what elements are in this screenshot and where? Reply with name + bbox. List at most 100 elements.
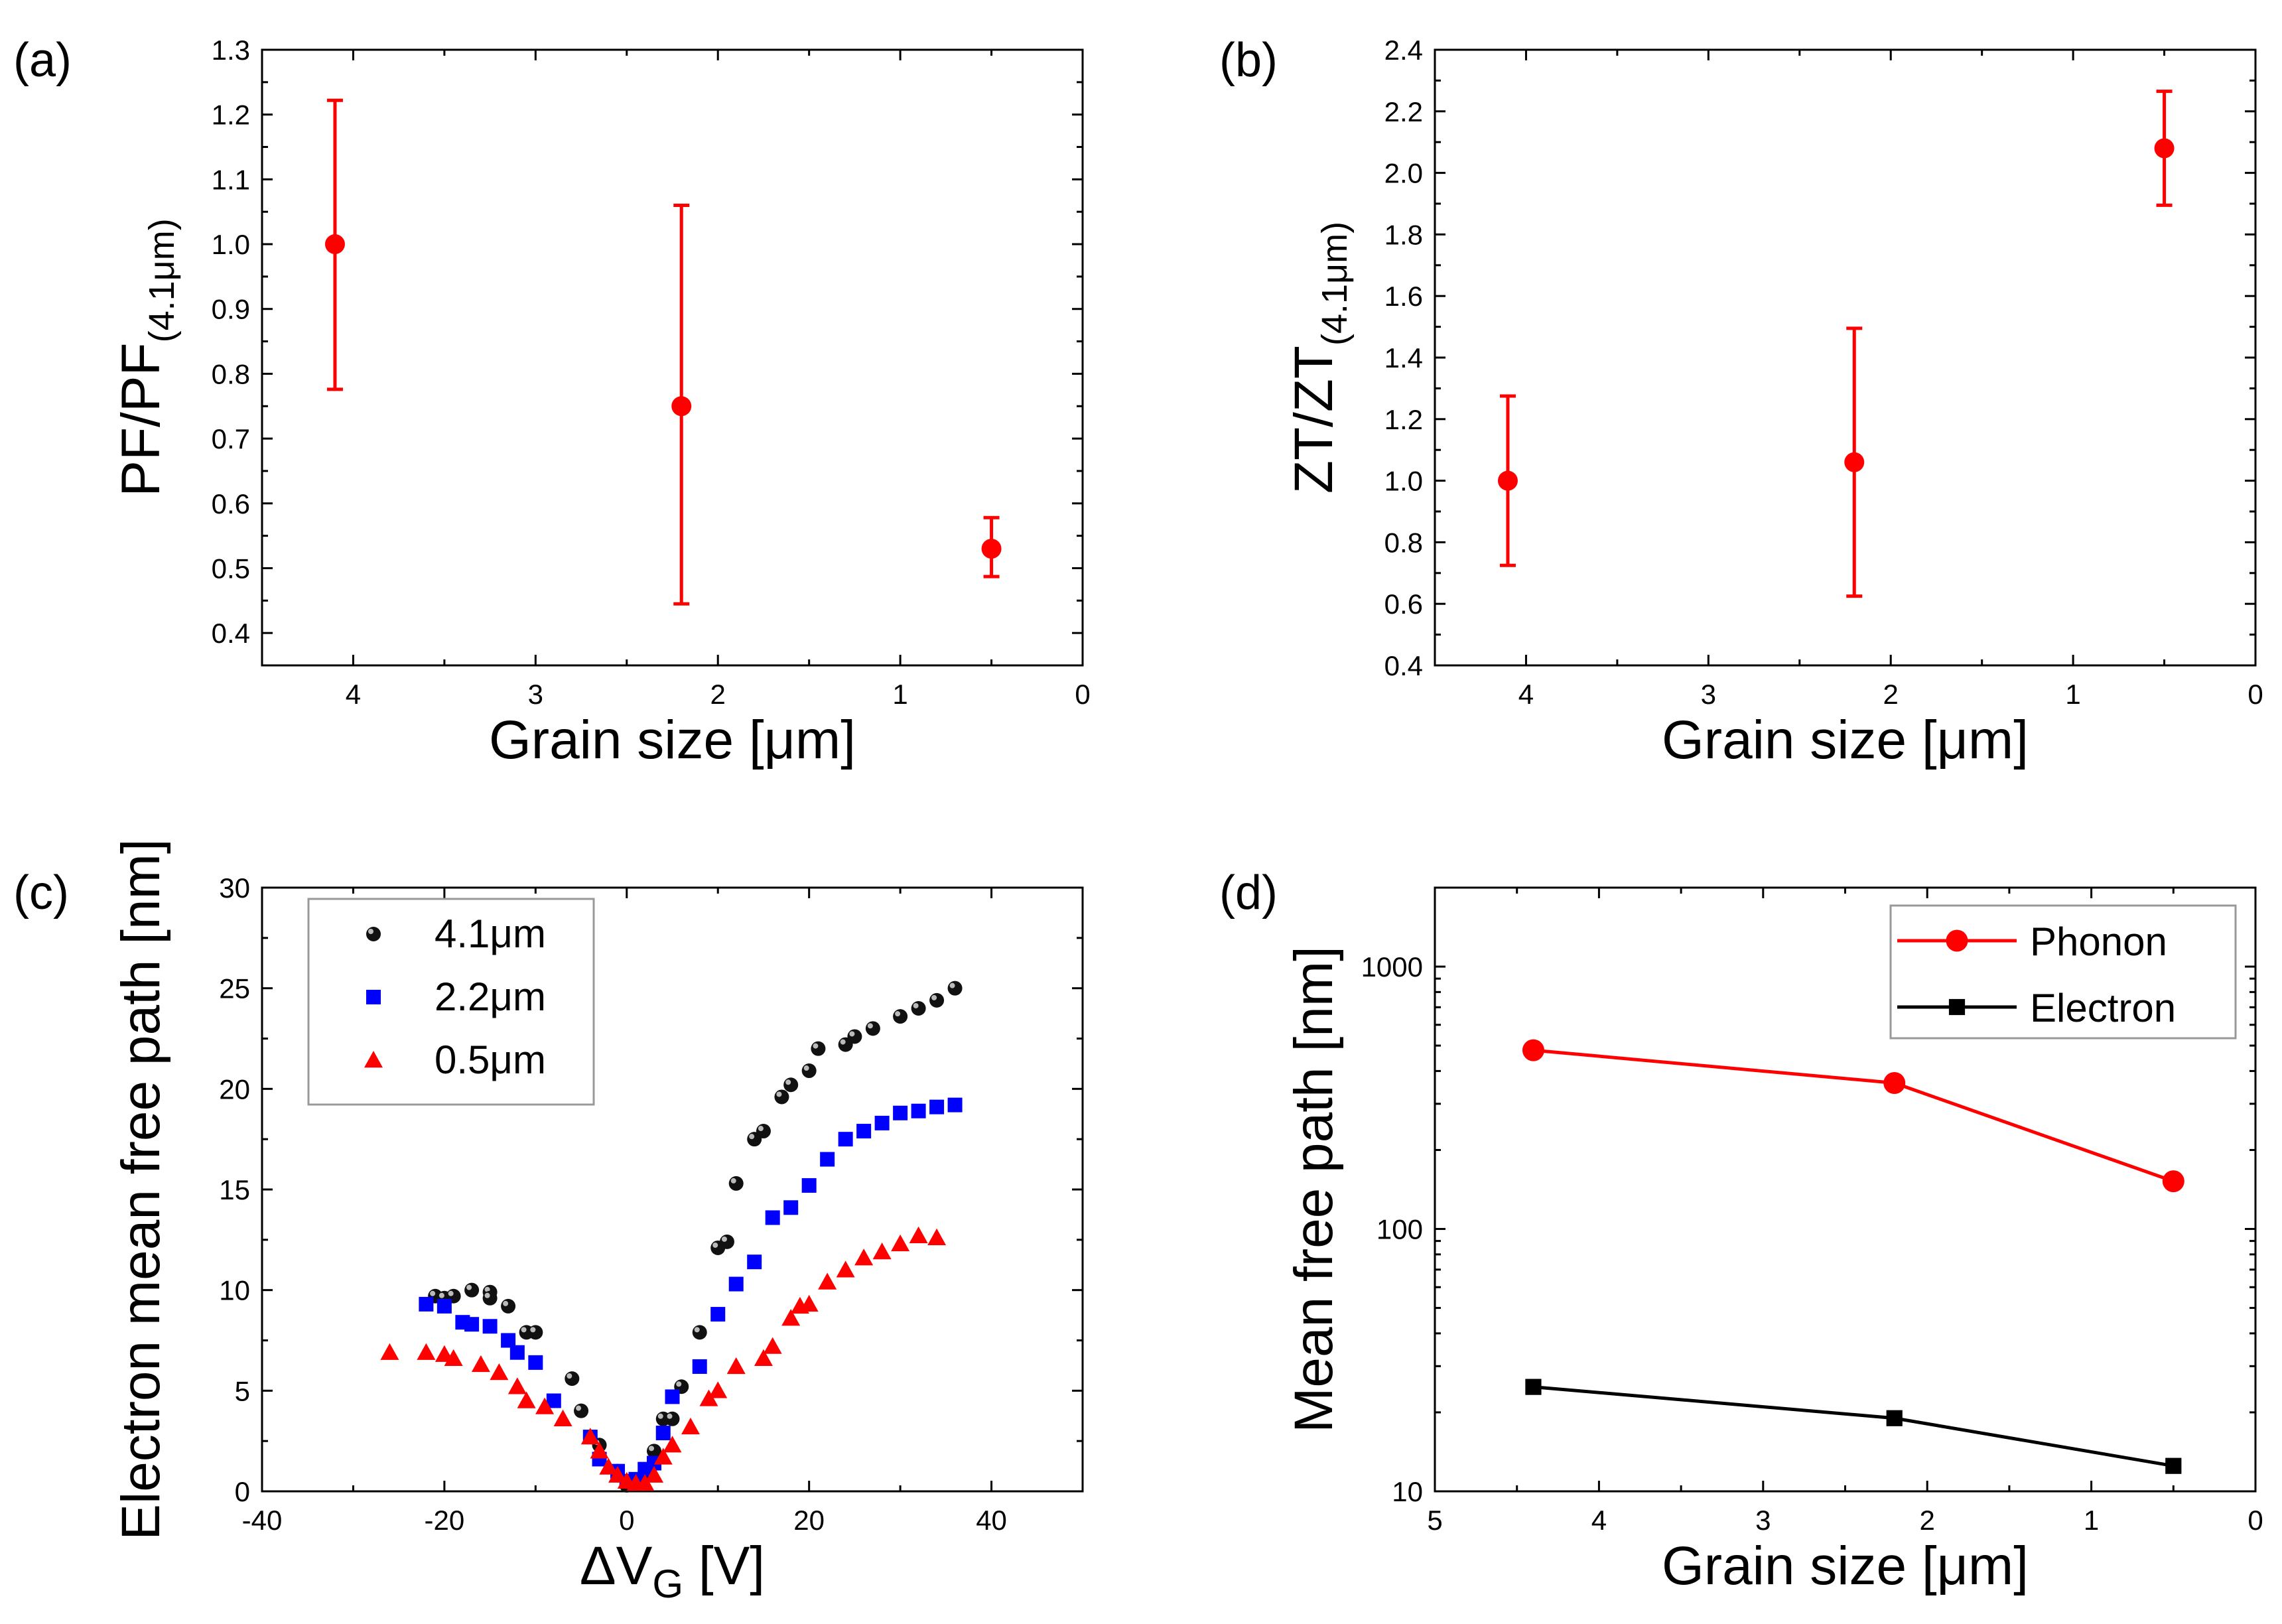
data-point	[872, 1243, 892, 1260]
y-tick-label: 1.2	[1384, 404, 1423, 435]
data-point	[1844, 452, 1865, 472]
y-tick-label: 25	[219, 973, 250, 1004]
data-point	[2154, 138, 2175, 159]
data-point-highlight	[503, 1300, 509, 1306]
data-point	[482, 1290, 498, 1306]
legend-marker	[366, 990, 381, 1004]
data-point	[836, 1260, 855, 1278]
data-point	[655, 1426, 671, 1441]
data-point	[671, 396, 692, 417]
x-tick-label: 40	[976, 1505, 1007, 1536]
data-point	[801, 1063, 817, 1079]
data-point	[665, 1389, 680, 1404]
data-point	[710, 1307, 726, 1322]
data-point	[507, 1377, 527, 1394]
y-axis-label: Electron mean free path [nm]	[111, 839, 171, 1540]
data-point	[929, 1099, 945, 1115]
data-point	[692, 1359, 707, 1374]
y-tick-label: 2.2	[1384, 96, 1423, 127]
data-point	[754, 1349, 773, 1366]
y-tick-label: 0.9	[212, 294, 250, 325]
x-tick-label: -20	[425, 1505, 465, 1536]
x-tick-label: 3	[1755, 1505, 1771, 1536]
data-point	[501, 1298, 516, 1314]
data-point	[663, 1436, 682, 1453]
data-point	[517, 1391, 536, 1408]
legend-marker	[1946, 929, 1968, 952]
data-point	[509, 1345, 525, 1360]
data-point	[708, 1381, 728, 1398]
data-point-highlight	[803, 1065, 809, 1071]
legend-marker	[364, 1051, 383, 1068]
y-tick-label: 20	[219, 1073, 250, 1105]
y-tick-label: 0.7	[212, 423, 250, 454]
y-tick-label: 0.8	[212, 358, 250, 389]
series-a-0	[324, 98, 1002, 606]
data-point-highlight	[840, 1039, 846, 1045]
series-b-0	[1497, 90, 2175, 598]
data-point	[553, 1409, 572, 1426]
data-point-highlight	[567, 1373, 572, 1379]
data-point-highlight	[712, 1242, 718, 1248]
y-tick-label: 0.6	[212, 488, 250, 519]
data-point-highlight	[521, 1327, 527, 1333]
data-point-highlight	[448, 1290, 454, 1296]
data-point	[2162, 1170, 2184, 1193]
y-tick-label: 30	[219, 872, 250, 904]
data-point-highlight	[576, 1405, 582, 1411]
data-point-highlight	[484, 1292, 490, 1298]
legend-marker	[366, 927, 381, 941]
y-axis-label-main: PF/PF	[111, 342, 171, 496]
x-tick-label: 0	[619, 1505, 634, 1536]
data-point	[865, 1021, 880, 1036]
x-tick-label: 2	[1920, 1505, 1935, 1536]
data-point	[847, 1029, 862, 1044]
data-point-highlight	[813, 1043, 819, 1049]
y-tick-label: 0.8	[1384, 527, 1423, 558]
x-tick-label: 4	[1518, 679, 1534, 710]
x-tick-label: 4	[346, 679, 361, 710]
data-point	[911, 1103, 926, 1118]
data-point	[774, 1089, 789, 1105]
data-point	[874, 1115, 890, 1130]
x-tick-label: 0	[1075, 679, 1090, 710]
x-tick-label: 1	[2065, 679, 2080, 710]
data-point	[947, 981, 963, 996]
data-point-highlight	[430, 1290, 436, 1296]
panel-label-b: (b)	[1219, 34, 1278, 87]
data-point	[653, 1448, 673, 1465]
data-point	[417, 1343, 436, 1360]
data-point	[783, 1077, 799, 1093]
data-point-highlight	[657, 1413, 663, 1419]
y-axis-label-main: Electron mean free path [nm]	[111, 839, 171, 1540]
data-point	[574, 1403, 589, 1418]
data-point	[728, 1176, 744, 1191]
data-point-highlight	[758, 1126, 764, 1132]
panel-label-d: (d)	[1219, 866, 1278, 919]
data-point-highlight	[949, 982, 955, 988]
data-point	[765, 1210, 780, 1225]
legend-box	[307, 898, 595, 1106]
data-point-highlight	[676, 1381, 682, 1387]
data-point-highlight	[484, 1286, 490, 1292]
y-tick-label: 0.4	[212, 618, 250, 649]
data-point	[818, 1272, 837, 1290]
y-tick-label: 0.5	[212, 553, 250, 584]
data-point	[781, 1309, 801, 1326]
data-point	[728, 1276, 744, 1292]
data-point	[546, 1393, 561, 1408]
data-point	[681, 1417, 700, 1435]
data-point	[893, 1105, 908, 1120]
data-point-highlight	[730, 1178, 736, 1184]
x-tick-label: 4	[1591, 1505, 1607, 1536]
y-tick-label: 2.0	[1384, 158, 1423, 189]
x-tick-label: 3	[1701, 679, 1716, 710]
x-tick-label: 2	[710, 679, 726, 710]
y-tick-label: 10	[219, 1275, 250, 1306]
data-point	[981, 539, 1002, 559]
legend-label: 4.1μm	[435, 912, 546, 956]
data-point	[801, 1178, 817, 1193]
y-axis-label-main: ZT/ZT	[1284, 346, 1344, 494]
